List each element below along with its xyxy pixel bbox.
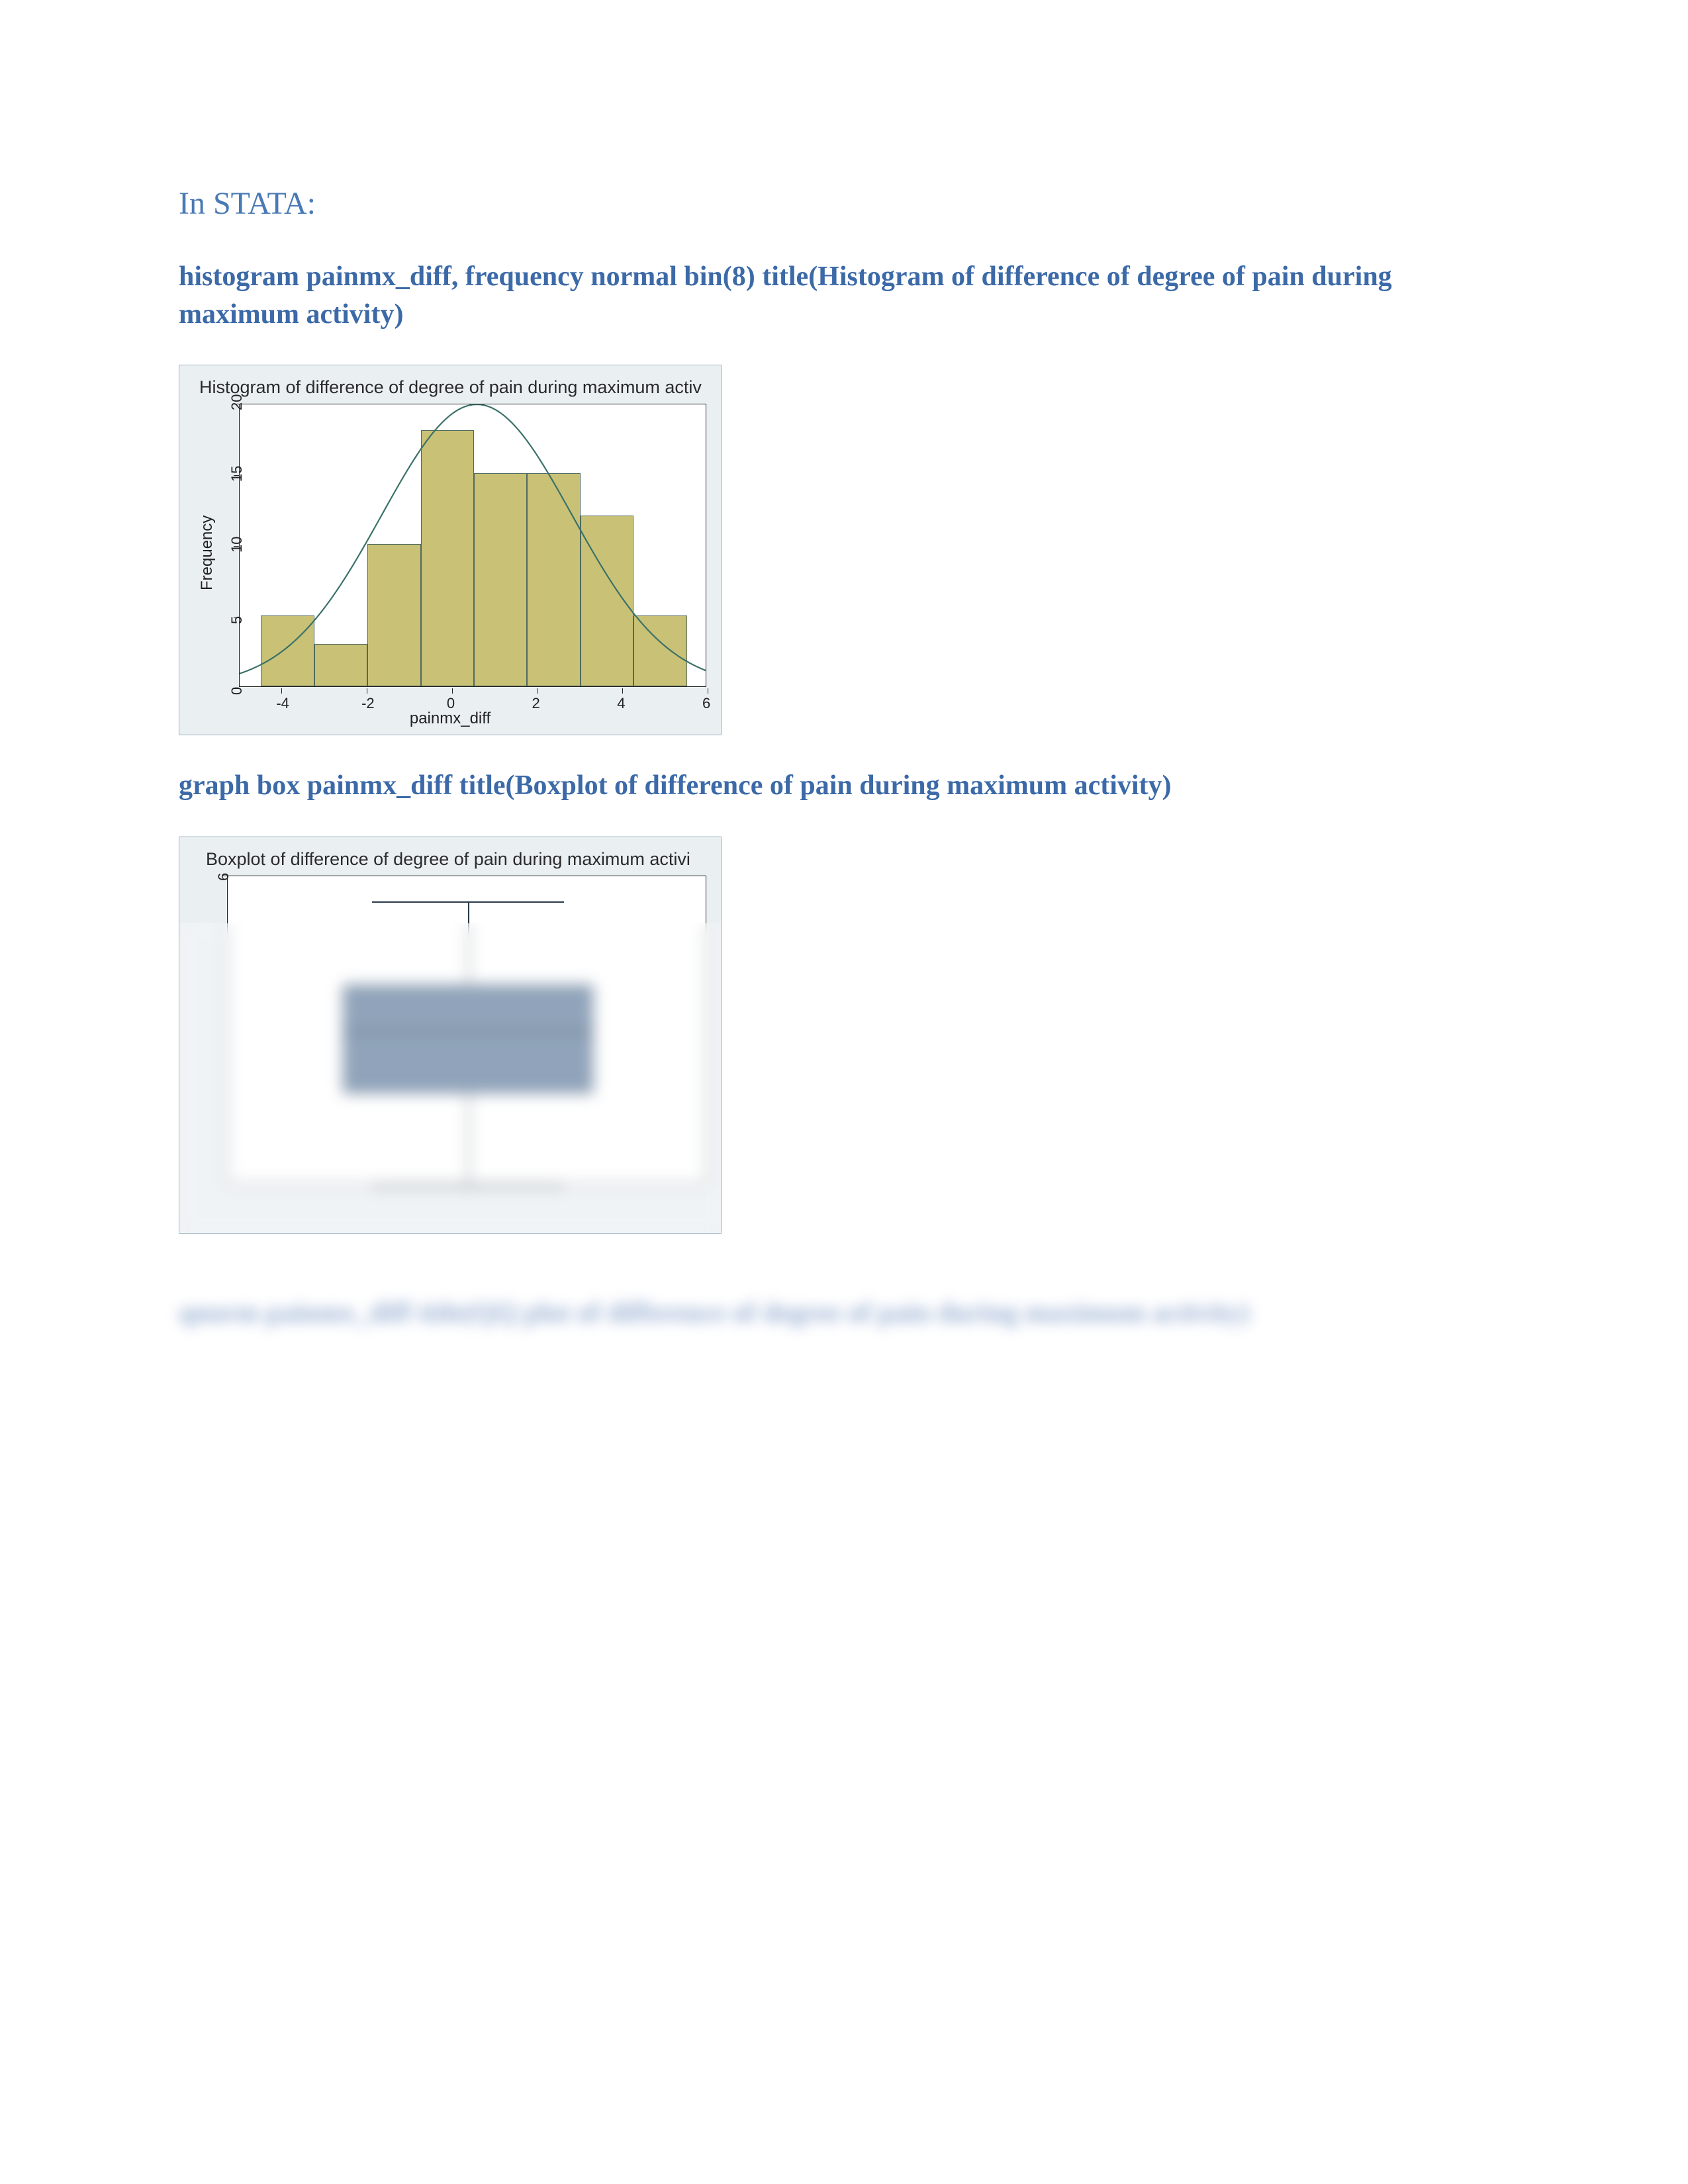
ytick-label: 0	[228, 687, 246, 695]
xtick-mark	[281, 688, 282, 694]
histogram-chart: Histogram of difference of degree of pai…	[179, 365, 722, 735]
histogram-bar	[314, 644, 367, 687]
stata-heading: In STATA:	[179, 185, 1509, 222]
histogram-bar	[527, 473, 580, 687]
xtick-label: -2	[361, 695, 375, 712]
histogram-bar	[367, 544, 420, 686]
blur-overlay	[179, 923, 721, 1233]
xtick-label: 4	[617, 695, 625, 712]
histogram-title: Histogram of difference of degree of pai…	[179, 365, 721, 398]
boxplot-title: Boxplot of difference of degree of pain …	[179, 837, 721, 870]
xtick-mark	[622, 688, 623, 694]
histogram-bar	[474, 473, 527, 687]
histogram-ylabel: Frequency	[198, 516, 216, 590]
xtick-label: 0	[447, 695, 455, 712]
histogram-bar	[421, 430, 474, 686]
histogram-plot-area	[239, 404, 706, 687]
ytick-label: 20	[228, 394, 246, 410]
ytick-label: 15	[228, 465, 246, 481]
boxplot-chart: Boxplot of difference of degree of pain …	[179, 837, 722, 1234]
xtick-label: 6	[702, 695, 710, 712]
histogram-bar	[581, 516, 633, 686]
histogram-bar	[633, 615, 686, 687]
histogram-command: histogram painmx_diff, frequency normal …	[179, 258, 1509, 333]
xtick-mark	[452, 688, 453, 694]
boxplot-command: graph box painmx_diff title(Boxplot of d…	[179, 767, 1509, 805]
ytick-label: 6	[215, 873, 232, 881]
xtick-label: 2	[532, 695, 540, 712]
xtick-label: -4	[276, 695, 289, 712]
histogram-xlabel: painmx_diff	[410, 709, 491, 728]
histogram-bar	[261, 615, 314, 687]
blurred-command: qnorm painmx_diff title(QQ plot of diffe…	[179, 1297, 1509, 1329]
ytick-label: 10	[228, 537, 246, 553]
ytick-label: 5	[228, 616, 246, 624]
